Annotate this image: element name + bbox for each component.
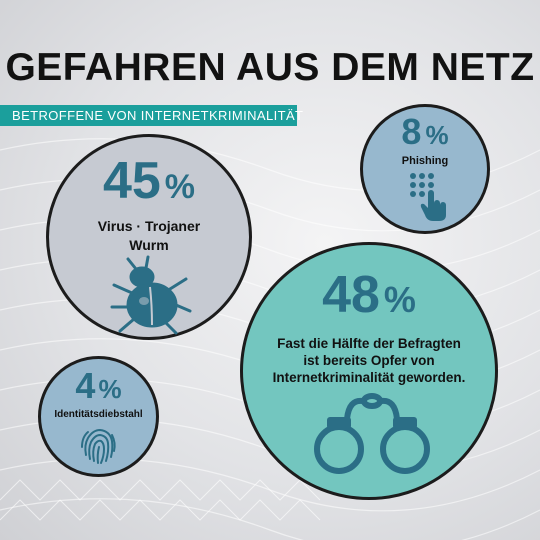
virus-unit: % <box>164 168 196 206</box>
overall-label-line1: Fast die Hälfte der Befragten <box>277 336 461 351</box>
page-title: GEFAHREN AUS DEM NETZ <box>5 46 535 89</box>
overall-label-line3: Internetkriminalität geworden. <box>272 370 466 385</box>
virus-value: 45 <box>102 152 161 210</box>
identity-unit: % <box>98 374 122 404</box>
overall-victims-stat-circle: 48% Fast die Hälfte der Befragten ist be… <box>240 242 498 500</box>
identity-percentage: 4% <box>41 365 156 407</box>
overall-label-line2: ist bereits Opfer von <box>303 353 435 368</box>
overall-label: Fast die Hälfte der Befragten ist bereit… <box>243 335 495 386</box>
overall-unit: % <box>383 279 416 320</box>
subtitle-bar: BETROFFENE VON INTERNETKRIMINALITÄT <box>0 105 303 126</box>
virus-label: Virus · Trojaner Wurm <box>49 217 249 255</box>
overall-percentage: 48% <box>243 265 495 325</box>
phishing-stat-circle: 8% Phishing <box>360 104 490 234</box>
virus-stat-circle: 45% Virus · Trojaner Wurm <box>46 134 252 340</box>
phishing-unit: % <box>425 120 449 150</box>
phishing-label: Phishing <box>401 155 449 167</box>
subtitle: BETROFFENE VON INTERNETKRIMINALITÄT <box>12 108 304 123</box>
keypad-touch-icon <box>410 173 446 221</box>
phishing-value: 8 <box>401 111 422 152</box>
identity-theft-stat-circle: 4% Identitätsdiebstahl <box>38 356 159 477</box>
virus-label-line2: Wurm <box>129 237 169 253</box>
identity-label: Identitätsdiebstahl <box>54 409 143 420</box>
identity-value: 4 <box>75 365 96 406</box>
fingerprint-icon <box>81 428 116 464</box>
handcuffs-icon <box>314 393 430 474</box>
overall-value: 48 <box>322 266 380 324</box>
bug-icon <box>110 255 192 335</box>
virus-label-line1: Virus · Trojaner <box>97 218 201 234</box>
virus-percentage: 45% <box>49 151 249 211</box>
phishing-percentage: 8% <box>363 111 487 153</box>
